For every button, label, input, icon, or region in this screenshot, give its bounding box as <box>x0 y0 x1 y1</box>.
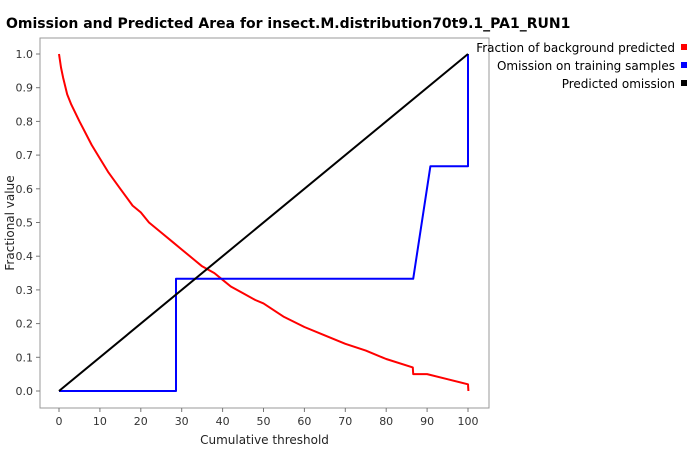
legend-label: Omission on training samples <box>497 59 675 73</box>
y-tick-label: 0.9 <box>16 82 34 95</box>
y-tick-label: 0.0 <box>16 385 34 398</box>
y-tick-label: 0.6 <box>16 183 34 196</box>
x-tick-label: 80 <box>379 415 393 428</box>
axis-ticks: 0 10 20 30 40 50 60 70 80 90 100 0.0 0.1 0.2 0.3 0.4 0.5… <box>16 48 479 428</box>
x-tick-label: 10 <box>93 415 107 428</box>
y-tick-label: 0.7 <box>16 149 34 162</box>
y-tick-label: 0.4 <box>16 250 34 263</box>
chart-title: Omission and Predicted Area for insect.M… <box>6 16 570 32</box>
series-line-1 <box>59 54 469 392</box>
legend-label: Fraction of background predicted <box>476 41 675 55</box>
plot-area <box>39 37 490 409</box>
x-axis-label: Cumulative threshold <box>200 433 329 447</box>
y-tick-label: 1.0 <box>16 48 34 61</box>
y-tick-label: 0.2 <box>16 318 34 331</box>
x-tick-label: 100 <box>458 415 479 428</box>
x-tick-label: 40 <box>216 415 230 428</box>
x-tick-label: 20 <box>134 415 148 428</box>
series-line-2 <box>58 53 469 392</box>
y-tick-label: 0.8 <box>16 115 34 128</box>
x-tick-label: 70 <box>338 415 352 428</box>
y-axis-label: Fractional value <box>3 175 17 270</box>
legend-label: Predicted omission <box>562 77 675 91</box>
y-tick-label: 0.5 <box>16 217 34 230</box>
y-tick-label: 0.3 <box>16 284 34 297</box>
x-tick-label: 0 <box>56 415 63 428</box>
legend-swatch <box>681 80 687 86</box>
x-tick-label: 30 <box>175 415 189 428</box>
x-tick-label: 90 <box>420 415 434 428</box>
legend: Fraction of background predicted Omission… <box>476 41 687 91</box>
y-tick-label: 0.1 <box>16 351 34 364</box>
legend-swatch <box>681 62 687 68</box>
series-layer <box>58 53 470 392</box>
x-tick-label: 60 <box>297 415 311 428</box>
x-tick-label: 50 <box>257 415 271 428</box>
legend-swatch <box>681 44 687 50</box>
series-line-0 <box>58 53 470 392</box>
